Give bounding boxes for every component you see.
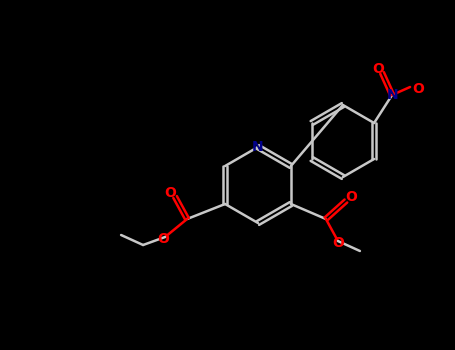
Text: O: O — [157, 232, 169, 246]
Text: N: N — [386, 88, 398, 102]
Text: O: O — [345, 190, 357, 204]
Text: N: N — [252, 140, 264, 154]
Text: O: O — [372, 62, 384, 76]
Text: O: O — [412, 82, 424, 96]
Text: O: O — [164, 186, 176, 200]
Text: O: O — [332, 236, 344, 250]
